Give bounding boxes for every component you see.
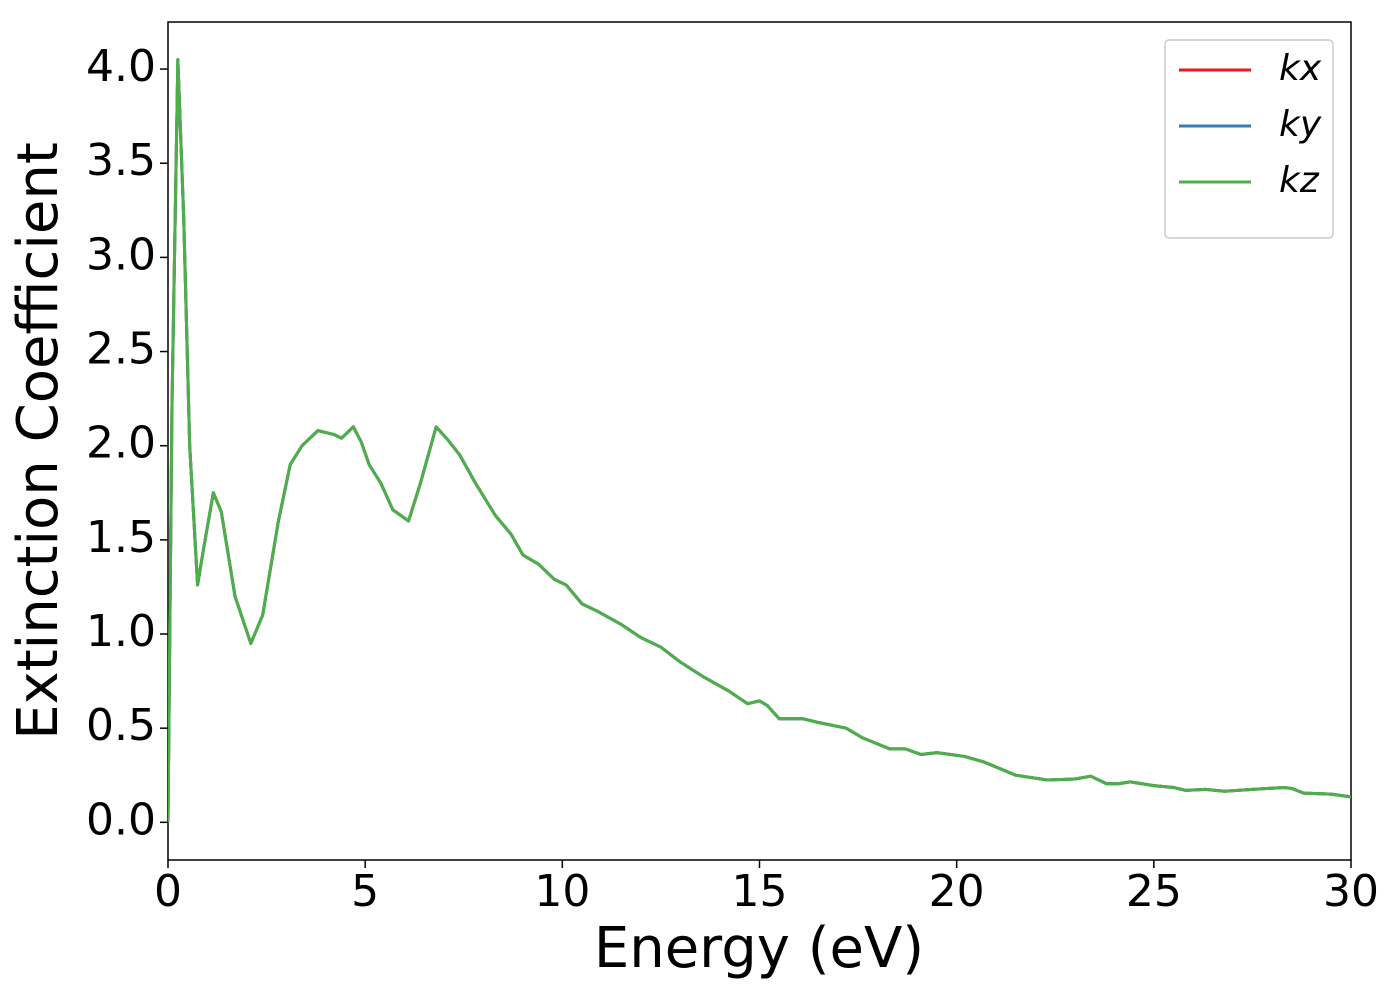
legend-label: ky — [1279, 104, 1322, 145]
legend-box — [1164, 39, 1334, 239]
y-tick-label: 2.5 — [86, 324, 156, 375]
y-tick-label: 1.0 — [86, 606, 156, 657]
y-tick-label: 0.0 — [86, 794, 156, 845]
y-tick-label: 1.5 — [86, 512, 156, 563]
x-tick-label: 5 — [351, 866, 379, 917]
x-tick-label: 20 — [929, 866, 985, 917]
plot-lines — [168, 58, 1351, 823]
y-tick-label: 3.5 — [86, 135, 156, 186]
x-tick-label: 25 — [1126, 866, 1182, 917]
y-tick-label: 0.5 — [86, 700, 156, 751]
y-tick-label: 3.0 — [86, 229, 156, 280]
x-tick-label: 15 — [732, 866, 788, 917]
y-tick-label: 2.0 — [86, 418, 156, 469]
series-line — [168, 58, 1351, 823]
x-axis-label: Energy (eV) — [594, 916, 924, 981]
y-axis-label: Extinction Coefficient — [6, 142, 71, 740]
x-tick-label: 0 — [154, 866, 182, 917]
y-tick-label: 4.0 — [86, 41, 156, 92]
legend-label: kx — [1279, 48, 1322, 89]
legend-label: kz — [1279, 160, 1320, 201]
x-tick-label: 10 — [534, 866, 590, 917]
plot-frame — [167, 21, 1352, 861]
x-tick-label: 30 — [1323, 866, 1379, 917]
